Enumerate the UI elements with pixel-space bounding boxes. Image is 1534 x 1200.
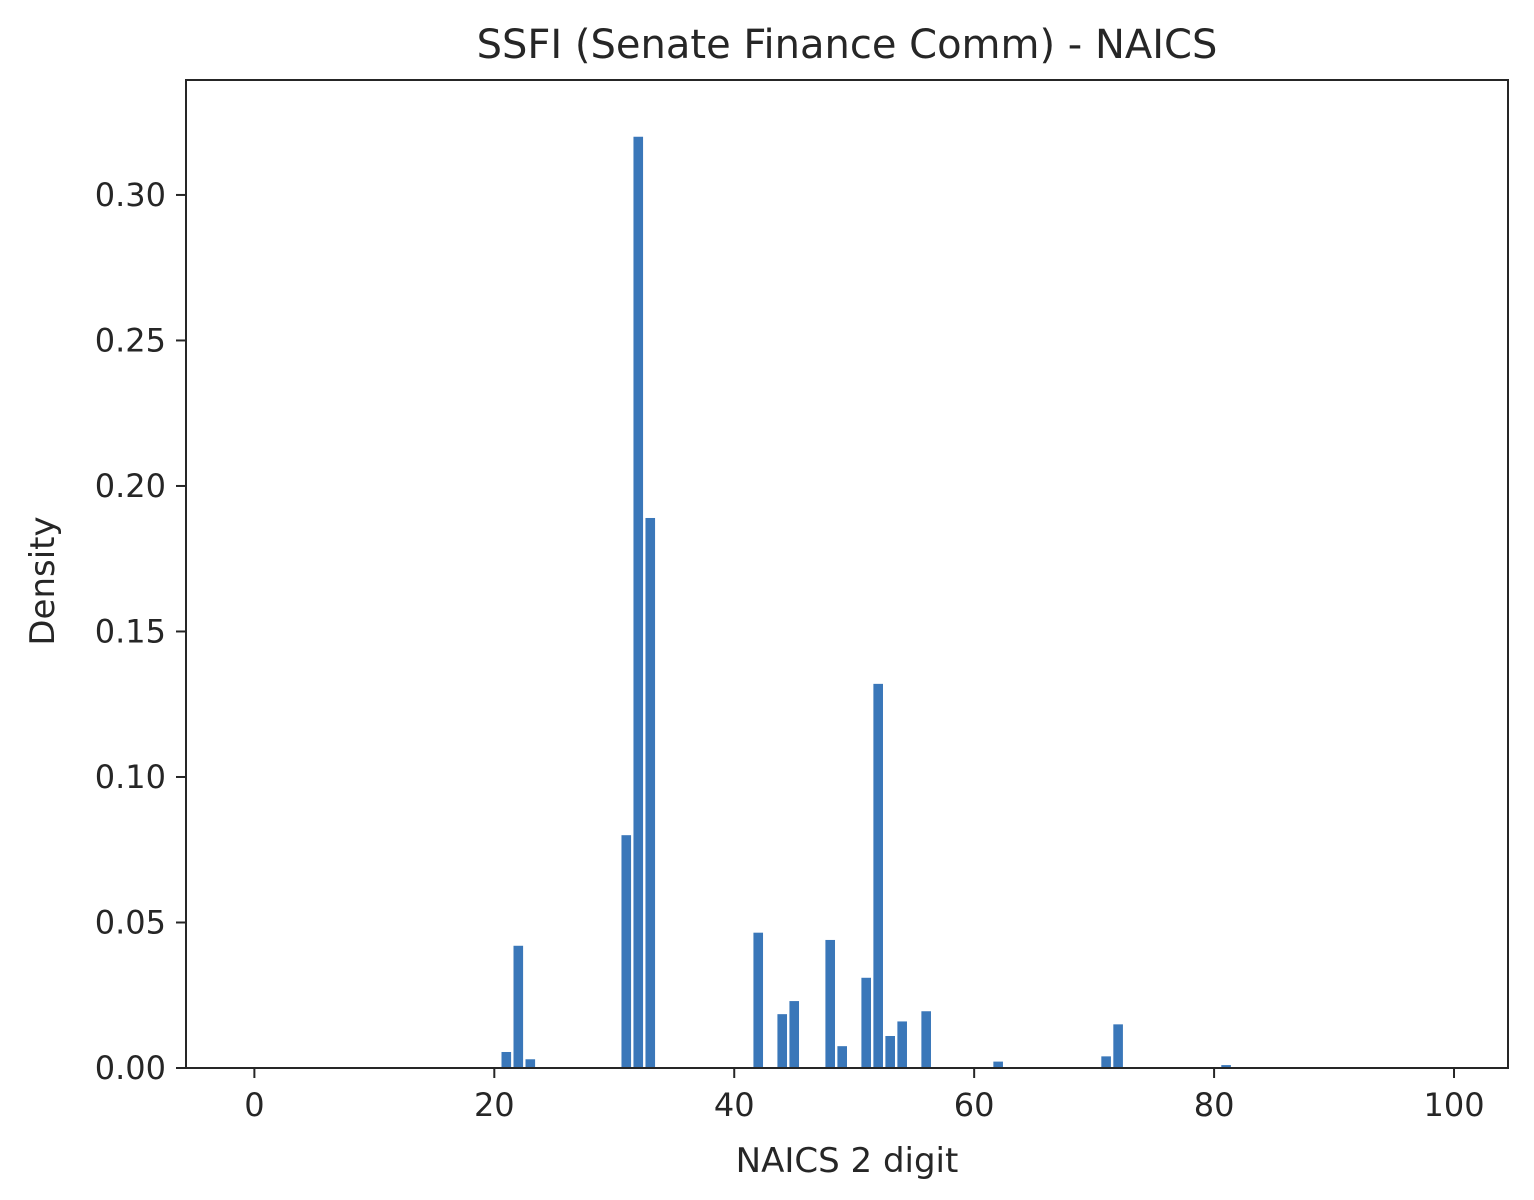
- bar-naics-62: [993, 1061, 1003, 1068]
- y-axis: 0.00 0.05 0.10 0.15 0.20 0.25 0.30: [95, 176, 186, 1087]
- bar-naics-54: [897, 1021, 907, 1068]
- x-tick-label: 80: [1194, 1086, 1235, 1124]
- plot-frame: [185, 79, 1509, 1069]
- chart-title: SSFI (Senate Finance Comm) - NAICS: [477, 22, 1218, 68]
- bar-naics-22: [513, 945, 524, 1068]
- x-axis-label: NAICS 2 digit: [736, 1141, 959, 1181]
- bar-naics-48: [825, 939, 836, 1068]
- bar-naics-53: [885, 1035, 895, 1068]
- x-tick-label: 100: [1423, 1086, 1484, 1124]
- bar-naics-44: [777, 1014, 788, 1068]
- y-tick-label: 0.00: [95, 1049, 166, 1087]
- bar-naics-45: [789, 1001, 800, 1068]
- y-tick-label: 0.20: [95, 467, 166, 505]
- y-tick-label: 0.25: [95, 321, 166, 359]
- x-axis: 0 20 40 60 80 100: [244, 1068, 1485, 1124]
- x-tick-label: 0: [244, 1086, 264, 1124]
- bar-naics-21: [501, 1051, 512, 1068]
- bar-naics-51: [861, 977, 871, 1068]
- y-axis-label: Density: [23, 516, 63, 645]
- y-tick-label: 0.05: [95, 903, 166, 941]
- bar-naics-33: [645, 517, 656, 1068]
- bars-group: [501, 136, 1231, 1068]
- y-tick-label: 0.30: [95, 176, 166, 214]
- bar-naics-81: [1221, 1065, 1231, 1068]
- x-tick-label: 40: [714, 1086, 755, 1124]
- bar-naics-56: [921, 1011, 931, 1068]
- x-tick-label: 20: [474, 1086, 515, 1124]
- bar-naics-42: [753, 932, 764, 1068]
- bar-naics-49: [837, 1046, 847, 1068]
- bar-naics-31: [621, 835, 632, 1068]
- bar-naics-23: [525, 1059, 536, 1068]
- bar-naics-72: [1113, 1024, 1123, 1068]
- bar-naics-32: [633, 136, 644, 1068]
- bar-naics-71: [1101, 1056, 1111, 1068]
- y-tick-label: 0.10: [95, 758, 166, 796]
- y-tick-label: 0.15: [95, 612, 166, 650]
- bar-naics-52: [873, 683, 883, 1068]
- x-tick-label: 60: [954, 1086, 995, 1124]
